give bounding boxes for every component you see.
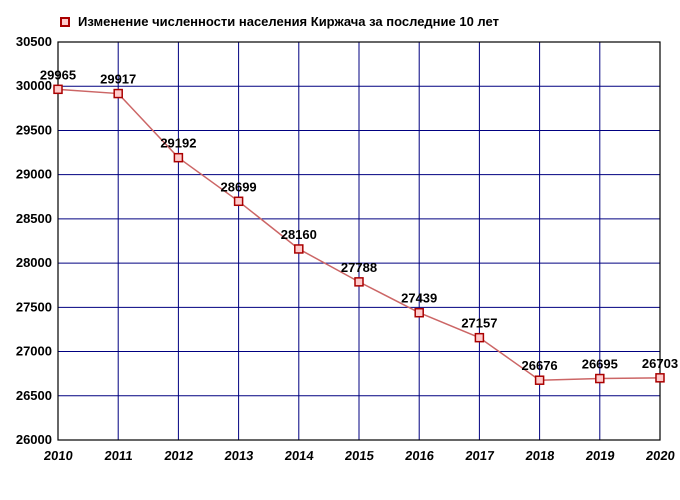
y-tick-label: 30500	[16, 34, 52, 49]
data-marker	[235, 197, 243, 205]
y-tick-label: 29000	[16, 167, 52, 182]
data-label: 29917	[100, 72, 136, 87]
y-tick-label: 28500	[16, 211, 52, 226]
x-tick-label: 2020	[645, 448, 675, 463]
data-marker	[656, 374, 664, 382]
data-label: 29965	[40, 67, 76, 82]
x-tick-label: 2015	[344, 448, 374, 463]
y-tick-label: 28000	[16, 255, 52, 270]
data-label: 27788	[341, 260, 377, 275]
data-marker	[295, 245, 303, 253]
data-label: 26703	[642, 356, 678, 371]
data-label: 26695	[582, 357, 618, 372]
chart-svg: 26000 26500 27000 27500 28000 28500 29000 29500…	[0, 0, 680, 500]
x-tick-label: 2013	[224, 448, 254, 463]
y-tick-label: 29500	[16, 122, 52, 137]
data-label: 27157	[461, 316, 497, 331]
data-label: 26676	[522, 358, 558, 373]
data-marker	[174, 154, 182, 162]
data-marker	[415, 309, 423, 317]
data-marker	[355, 278, 363, 286]
data-marker	[114, 90, 122, 98]
x-tick-label: 2017	[465, 448, 495, 463]
y-tick-label: 26000	[16, 432, 52, 447]
data-marker	[536, 376, 544, 384]
data-label: 28160	[281, 227, 317, 242]
x-tick-label: 2011	[104, 448, 134, 463]
chart-container: { "chart": { "type": "line", "legend_lab…	[0, 0, 680, 500]
x-tick-label: 2018	[525, 448, 555, 463]
data-label: 27439	[401, 291, 437, 306]
x-tick-label: 2014	[284, 448, 315, 463]
data-marker	[475, 334, 483, 342]
data-label: 28699	[221, 179, 257, 194]
y-tick-label: 27000	[16, 344, 52, 359]
data-marker	[54, 85, 62, 93]
x-tick-label: 2010	[43, 448, 73, 463]
x-tick-label: 2016	[404, 448, 434, 463]
data-marker	[596, 375, 604, 383]
y-tick-label: 27500	[16, 299, 52, 314]
x-tick-label: 2012	[164, 448, 194, 463]
x-tick-label: 2019	[585, 448, 615, 463]
y-tick-label: 26500	[16, 388, 52, 403]
data-label: 29192	[160, 136, 196, 151]
